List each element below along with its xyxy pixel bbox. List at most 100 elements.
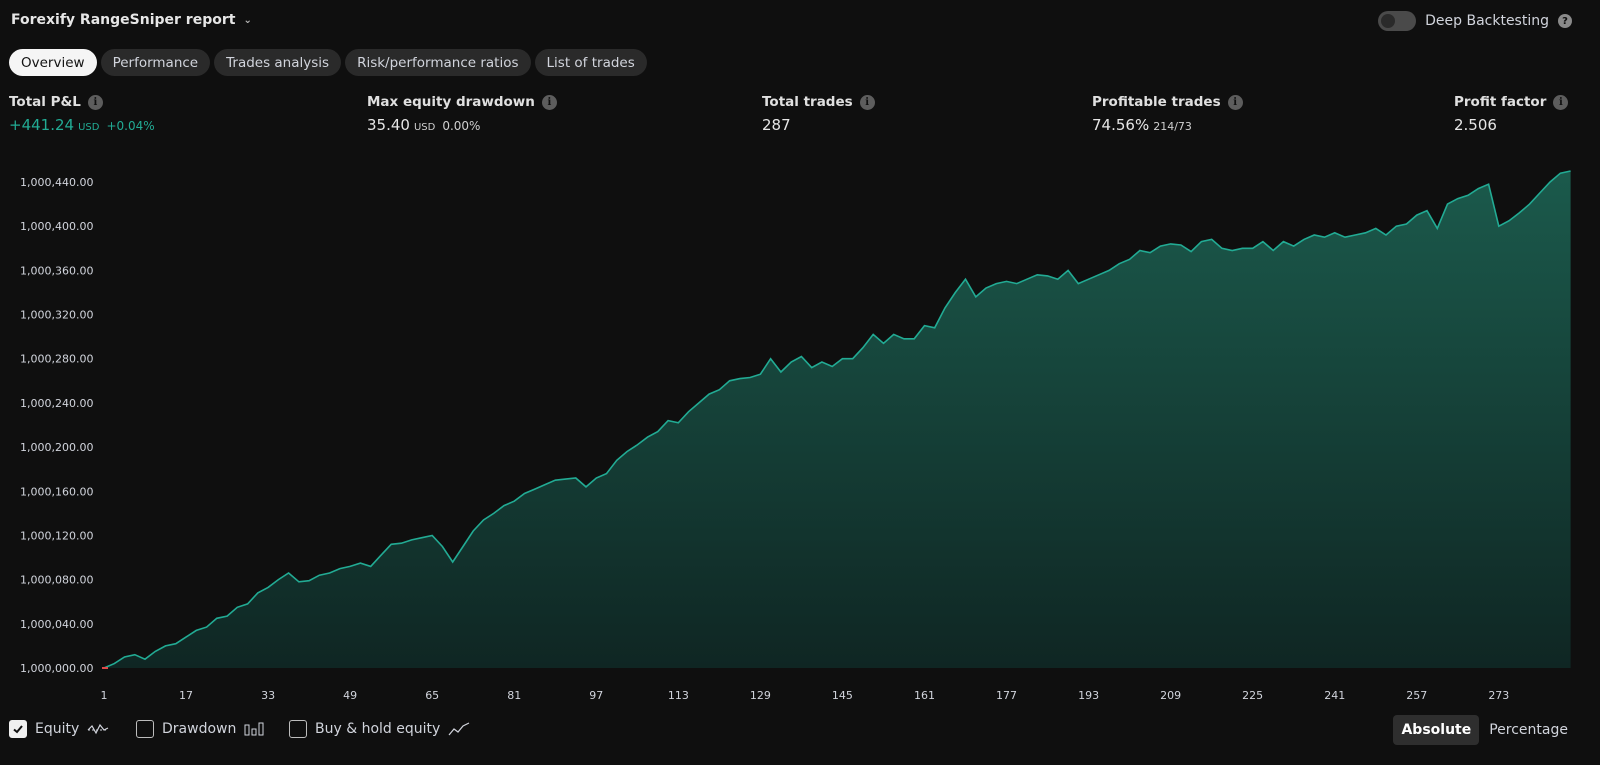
metric-total-trades: Total trades i 287 [762,94,875,134]
metric-label-row: Profitable trades i [1092,94,1243,110]
x-tick-label: 145 [832,689,853,702]
report-title-dropdown[interactable]: Forexify RangeSniper report ⌄ [11,12,252,28]
top-bar: Forexify RangeSniper report ⌄ Deep Backt… [0,0,1600,42]
x-tick-label: 81 [507,689,521,702]
chart-legend-bar: Equity Drawdown Buy & hold equity Absolu… [0,715,1600,755]
y-tick-label: 1,000,040.00 [20,618,93,631]
y-tick-label: 1,000,280.00 [20,353,93,366]
x-tick-label: 225 [1242,689,1263,702]
tab-trades-analysis[interactable]: Trades analysis [214,49,342,76]
metric-extra: +0.04% [106,119,155,133]
x-tick-label: 49 [343,689,357,702]
y-axis: 1,000,440.00 1,000,400.00 1,000,360.00 1,00… [20,176,93,675]
metric-value-row: 35.40 USD 0.00% [367,116,557,134]
metric-unit: USD [413,122,436,133]
metric-extra: 0.00% [442,119,481,133]
x-tick-label: 273 [1488,689,1509,702]
equity-checkbox[interactable] [9,720,27,738]
metric-label-row: Max equity drawdown i [367,94,557,110]
x-tick-label: 65 [425,689,439,702]
view-mode-switch: Absolute Percentage [1393,715,1576,745]
percentage-button[interactable]: Percentage [1489,722,1568,738]
x-tick-label: 177 [996,689,1017,702]
x-tick-label: 97 [589,689,603,702]
y-tick-label: 1,000,440.00 [20,176,93,189]
equity-area [104,171,1571,668]
metric-label-row: Profit factor i [1454,94,1569,110]
metric-unit: USD [78,122,100,133]
y-tick-label: 1,000,000.00 [20,662,93,675]
metric-value: 287 [762,116,791,134]
x-tick-label: 193 [1078,689,1099,702]
drawdown-bars-icon [244,722,264,736]
y-tick-label: 1,000,360.00 [20,264,93,277]
deep-backtesting-toggle[interactable] [1378,11,1417,31]
metric-value-row: 287 [762,116,875,134]
metric-value: +441.24 [9,116,75,134]
metric-value-row: 2.506 [1454,116,1568,134]
y-tick-label: 1,000,400.00 [20,220,93,233]
x-tick-label: 33 [261,689,275,702]
equity-toggle[interactable]: Equity [9,720,109,738]
tab-overview[interactable]: Overview [9,49,97,76]
deep-backtesting-control: Deep Backtesting ? [1378,11,1572,31]
absolute-button[interactable]: Absolute [1393,715,1480,745]
metric-label: Total P&L [9,94,81,110]
metric-value: 35.40 [367,116,410,134]
tab-performance[interactable]: Performance [100,49,211,76]
metric-label-row: Total P&L i [9,94,155,110]
buy-hold-line-icon [448,722,470,736]
x-tick-label: 161 [914,689,935,702]
drawdown-label: Drawdown [162,721,237,737]
x-tick-label: 113 [668,689,689,702]
x-tick-label: 209 [1160,689,1181,702]
info-icon[interactable]: i [1553,94,1569,110]
x-axis: 1 17 33 49 65 81 97 113 129 145 161 177 193 209 225 241… [101,689,1510,702]
metric-label-row: Total trades i [762,94,875,110]
x-tick-label: 17 [179,689,193,702]
y-tick-label: 1,000,160.00 [20,485,93,498]
equity-label: Equity [35,721,80,737]
metric-label: Total trades [762,94,853,110]
buy-hold-label: Buy & hold equity [315,721,441,737]
checkmark-icon [13,725,23,734]
deep-backtesting-label: Deep Backtesting [1425,13,1549,29]
metric-total-pnl: Total P&L i +441.24 USD +0.04% [9,94,155,134]
metric-value-row: +441.24 USD +0.04% [9,116,155,134]
drawdown-toggle[interactable]: Drawdown [136,720,264,738]
metric-value: 2.506 [1454,116,1497,134]
y-tick-label: 1,000,320.00 [20,309,93,322]
metric-label: Max equity drawdown [367,94,535,110]
x-tick-label: 129 [750,689,771,702]
metric-label: Profitable trades [1092,94,1221,110]
y-tick-label: 1,000,240.00 [20,397,93,410]
report-title: Forexify RangeSniper report [11,12,236,28]
report-tabs: Overview Performance Trades analysis Ris… [9,49,647,76]
info-icon[interactable]: i [541,94,557,110]
buy-hold-toggle[interactable]: Buy & hold equity [289,720,470,738]
help-icon[interactable]: ? [1558,14,1572,28]
x-tick-label: 1 [101,689,108,702]
y-tick-label: 1,000,080.00 [20,574,93,587]
equity-line-icon [87,723,109,735]
x-tick-label: 241 [1324,689,1345,702]
drawdown-checkbox[interactable] [136,720,154,738]
equity-line [103,170,1571,669]
metric-extra: 214/73 [1153,120,1192,133]
info-icon[interactable]: i [859,94,875,110]
info-icon[interactable]: i [1227,94,1243,110]
y-tick-label: 1,000,120.00 [20,529,93,542]
metric-profit-factor: Profit factor i 2.506 [1454,94,1569,134]
tab-list-of-trades[interactable]: List of trades [534,49,647,76]
toggle-knob [1381,14,1396,28]
tab-risk-performance-ratios[interactable]: Risk/performance ratios [345,49,531,76]
metric-max-drawdown: Max equity drawdown i 35.40 USD 0.00% [367,94,557,134]
y-tick-label: 1,000,200.00 [20,441,93,454]
equity-chart[interactable]: 1,000,440.00 1,000,400.00 1,000,360.00 1,00… [0,158,1600,713]
metric-profitable-trades: Profitable trades i 74.56% 214/73 [1092,94,1243,134]
info-icon[interactable]: i [87,94,103,110]
x-tick-label: 257 [1406,689,1427,702]
metric-value: 74.56% [1092,116,1150,134]
metric-value-row: 74.56% 214/73 [1092,116,1243,134]
buy-hold-checkbox[interactable] [289,720,307,738]
